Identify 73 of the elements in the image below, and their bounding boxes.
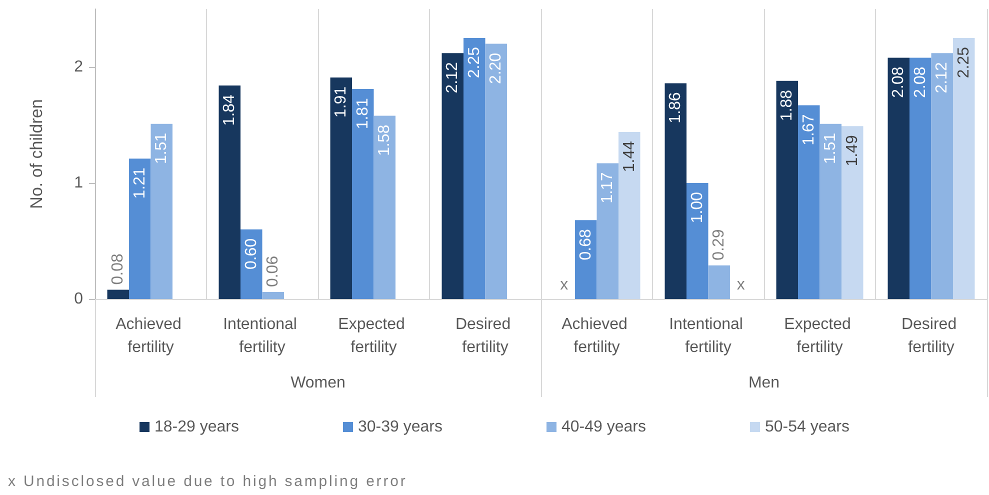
- data-label: 2.12: [444, 62, 462, 94]
- bar: [150, 124, 172, 299]
- y-tick-label: 1: [74, 174, 84, 192]
- bar: [575, 220, 597, 299]
- y-axis-title: No. of children: [27, 99, 46, 209]
- bar: [910, 58, 932, 299]
- data-label: 2.25: [955, 46, 972, 78]
- data-label: 0.06: [264, 256, 282, 288]
- x-tick-label: Desired fertility: [455, 316, 516, 356]
- data-label: 0.60: [242, 238, 260, 270]
- bar: [618, 132, 640, 299]
- x-tick-label: Expected fertility: [338, 316, 410, 356]
- bar: [931, 53, 953, 299]
- data-label: 0.68: [577, 229, 594, 260]
- x-tick-label: Achieved fertility: [116, 316, 186, 356]
- data-label: 1.91: [332, 86, 350, 118]
- x-tick-label: Expected fertility: [784, 316, 856, 356]
- legend-label: 18-29 years: [154, 418, 240, 436]
- data-label: 1.67: [800, 114, 818, 146]
- bar: [464, 38, 486, 299]
- data-label: 1.51: [822, 132, 840, 164]
- bar: [262, 292, 284, 299]
- bar: [952, 38, 975, 299]
- bar: [129, 158, 151, 299]
- x-tick-label: Intentional fertility: [669, 316, 748, 356]
- text: x: [736, 276, 745, 294]
- bar: [240, 229, 262, 299]
- data-label: 1.86: [667, 92, 684, 124]
- legend-label: 50-54 years: [764, 418, 850, 436]
- text: x: [560, 276, 568, 294]
- bar: [664, 83, 687, 299]
- bar: [374, 116, 396, 299]
- bar: [330, 77, 352, 299]
- bar: [442, 53, 464, 299]
- data-label: 0.29: [710, 229, 728, 260]
- bar: [798, 105, 820, 299]
- bar: [485, 44, 507, 299]
- data-label: 1.00: [688, 192, 706, 224]
- data-label: 1.58: [376, 124, 394, 156]
- bar: [107, 290, 130, 299]
- bar: [820, 124, 842, 299]
- legend-label: 30-39 years: [358, 418, 443, 436]
- x-tick-label: Intentional fertility: [223, 316, 302, 356]
- y-tick-label: 0: [74, 290, 84, 308]
- data-label: 1.81: [354, 98, 372, 130]
- bar: [708, 265, 730, 299]
- data-label: 2.08: [890, 66, 908, 98]
- data-label: 1.51: [153, 132, 170, 164]
- data-label: 1.84: [221, 94, 238, 126]
- data-label: 2.08: [912, 66, 929, 98]
- bar: [218, 86, 241, 299]
- text: Women: [290, 374, 346, 392]
- data-label: 2.25: [466, 46, 483, 78]
- data-label: 1.21: [131, 168, 148, 199]
- data-label: 1.88: [778, 90, 796, 122]
- data-label: 1.49: [844, 135, 861, 166]
- bar: [776, 80, 798, 299]
- bar: [596, 163, 618, 299]
- bar: [686, 183, 708, 299]
- x-tick-label: Achieved fertility: [562, 316, 632, 356]
- bar: [841, 126, 864, 299]
- data-label: 2.12: [934, 62, 951, 94]
- data-label: 0.08: [110, 253, 127, 285]
- y-tick-label: 2: [74, 58, 84, 76]
- bar: [888, 58, 910, 299]
- bar: [352, 89, 374, 299]
- text: Men: [748, 374, 780, 392]
- text: x Undisclosed value due to high sampling error: [8, 473, 408, 491]
- data-label: 1.17: [599, 172, 616, 204]
- data-label: 1.44: [620, 140, 638, 172]
- data-label: 2.20: [488, 52, 505, 84]
- x-tick-label: Desired fertility: [901, 316, 962, 356]
- legend-label: 40-49 years: [562, 418, 646, 436]
